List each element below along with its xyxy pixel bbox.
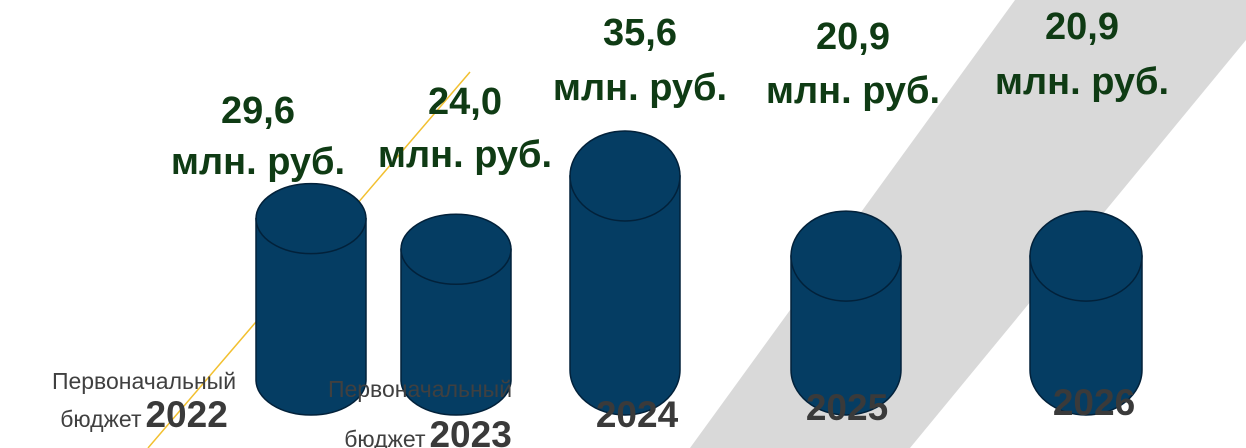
- category-year-2022: 2022: [145, 394, 227, 435]
- value-label-2025: 20,9: [816, 16, 890, 58]
- category-prefix-line2-2023: бюджет: [344, 426, 426, 448]
- bars-group: [255, 130, 1143, 416]
- unit-label-2024: млн. руб.: [553, 67, 727, 109]
- category-year-2024: 2024: [596, 394, 679, 435]
- cylinder-top-2024: [569, 130, 681, 222]
- category-label-2023: бюджет 2023: [344, 414, 512, 448]
- category-prefix-line2-2022: бюджет: [60, 406, 142, 432]
- category-label-2022: бюджет 2022: [60, 394, 228, 435]
- cylinder-top-2026: [1029, 210, 1143, 302]
- cylinder-bar-2024: [569, 175, 681, 416]
- cylinder-bar-2022: [255, 217, 367, 416]
- category-prefix-line1-2022: Первоначальный: [52, 368, 236, 394]
- value-label-2023: 24,0: [428, 81, 502, 123]
- category-prefix-line1-2023: Первоначальный: [328, 376, 512, 402]
- cylinder-top-2023: [400, 213, 512, 285]
- unit-label-2025: млн. руб.: [766, 70, 940, 112]
- cylinder-bar-2023: [400, 248, 512, 416]
- value-label-2026: 20,9: [1045, 6, 1119, 48]
- cylinder-top-2025: [790, 210, 902, 302]
- cylinder-top-2022: [255, 182, 367, 255]
- category-year-2026: 2026: [1053, 382, 1135, 423]
- unit-label-2026: млн. руб.: [995, 61, 1169, 103]
- unit-label-2022: млн. руб.: [171, 141, 345, 183]
- value-label-2022: 29,6: [221, 90, 295, 132]
- category-year-2023: 2023: [429, 414, 511, 448]
- unit-label-2023: млн. руб.: [378, 134, 552, 176]
- value-label-2024: 35,6: [603, 12, 677, 54]
- category-year-2025: 2025: [806, 387, 888, 428]
